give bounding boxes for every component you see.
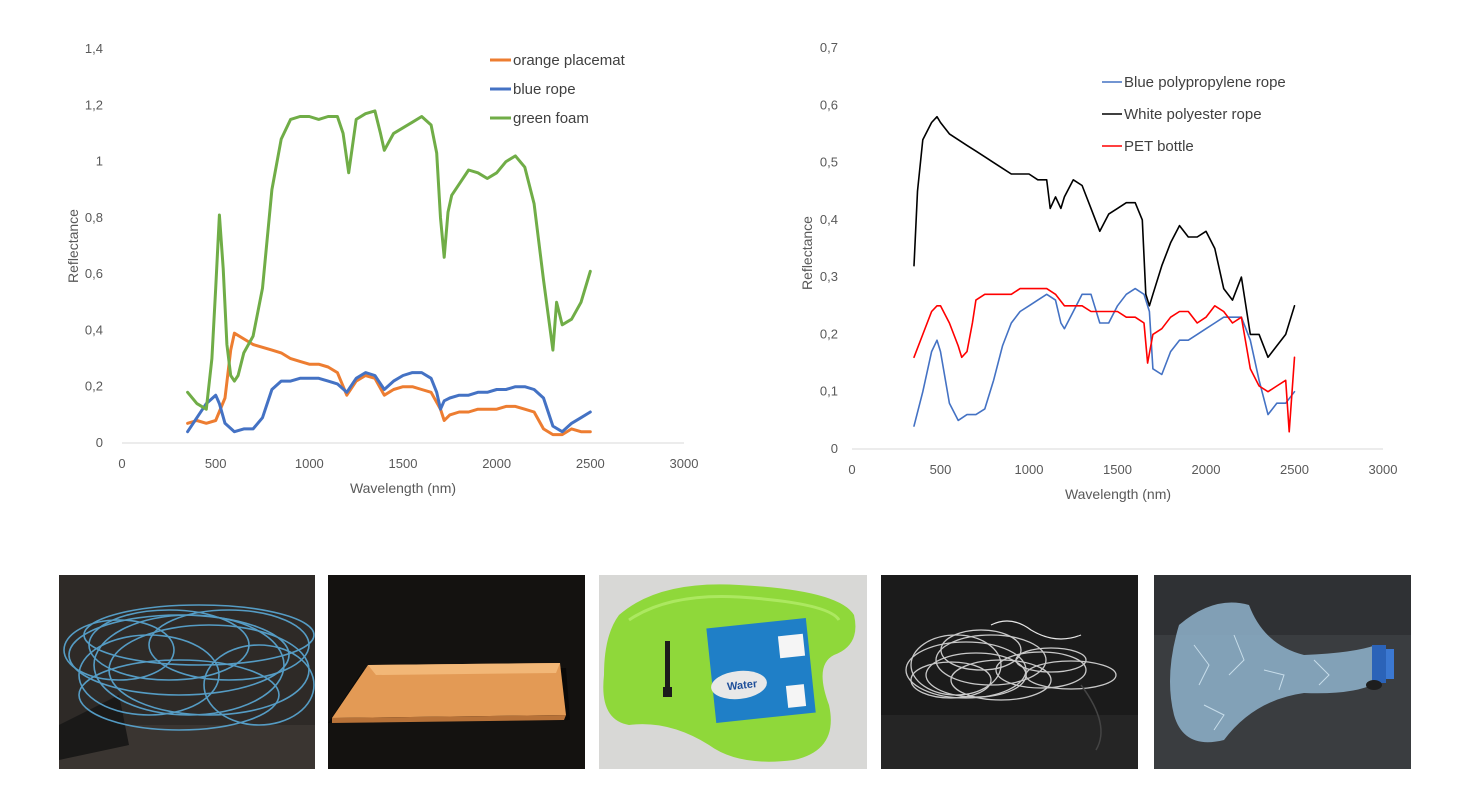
legend-label: Blue polypropylene rope <box>1124 74 1286 91</box>
orange-placemat-image <box>328 575 585 769</box>
legend-label: orange placemat <box>513 52 626 69</box>
y-tick-label: 1 <box>96 154 103 169</box>
y-tick-label: 1,4 <box>85 41 103 56</box>
x-tick-label: 1000 <box>1015 462 1044 477</box>
y-axis-label: Reflectance <box>799 216 815 290</box>
white-rope-image <box>881 575 1138 769</box>
x-tick-labels: 0 500 1000 1500 2000 2500 3000 <box>848 462 1397 477</box>
legend: Blue polypropylene rope White polyester r… <box>1102 74 1286 155</box>
series-lines <box>913 115 1296 433</box>
x-tick-label: 1500 <box>389 456 418 471</box>
legend-label: White polyester rope <box>1124 106 1262 123</box>
series-line-blue-rope <box>186 371 592 434</box>
series-line-green-foam <box>186 109 592 411</box>
y-tick-label: 0,5 <box>820 155 838 170</box>
y-tick-label: 0,6 <box>85 266 103 281</box>
y-tick-label: 1,2 <box>85 97 103 112</box>
x-tick-label: 2000 <box>1192 462 1221 477</box>
y-tick-labels: 0 0,2 0,4 0,6 0,8 1 1,2 1,4 <box>85 41 103 450</box>
y-tick-label: 0,2 <box>85 379 103 394</box>
legend: orange placemat blue rope green foam <box>490 52 626 127</box>
pet-bottle-image <box>1154 575 1411 769</box>
x-tick-label: 500 <box>930 462 952 477</box>
green-foam-image: Water <box>599 575 867 769</box>
series-line-pet-bottle <box>913 287 1296 433</box>
legend-label: blue rope <box>513 81 576 98</box>
legend-item: White polyester rope <box>1102 106 1262 123</box>
photo-blue-rope <box>59 575 315 769</box>
legend-item: PET bottle <box>1102 138 1194 155</box>
chart-reflectance-right: 0 500 1000 1500 2000 2500 3000 0 0,1 0,2 0,3 0,4 0,… <box>799 40 1397 502</box>
x-tick-label: 3000 <box>1369 462 1398 477</box>
x-tick-label: 2500 <box>576 456 605 471</box>
y-tick-label: 0,1 <box>820 384 838 399</box>
series-lines <box>186 109 592 437</box>
photo-green-foam: Water <box>599 575 867 769</box>
y-axis-label: Reflectance <box>65 209 81 283</box>
legend-label: green foam <box>513 110 589 127</box>
x-axis-label: Wavelength (nm) <box>1065 486 1171 502</box>
chart-reflectance-left: 0 500 1000 1500 2000 2500 3000 0 0,2 0,4 0,6 0,8 1 1… <box>65 41 698 496</box>
x-tick-label: 3000 <box>670 456 699 471</box>
x-tick-label: 0 <box>848 462 855 477</box>
y-tick-label: 0,7 <box>820 40 838 55</box>
x-tick-label: 2000 <box>482 456 511 471</box>
y-tick-label: 0,4 <box>85 322 103 337</box>
y-tick-label: 0,2 <box>820 326 838 341</box>
y-tick-label: 0 <box>96 435 103 450</box>
x-tick-labels: 0 500 1000 1500 2000 2500 3000 <box>118 456 698 471</box>
photo-white-rope <box>881 575 1138 769</box>
y-tick-label: 0,4 <box>820 212 838 227</box>
x-tick-label: 1500 <box>1103 462 1132 477</box>
x-tick-label: 2500 <box>1280 462 1309 477</box>
series-line-white-polyester-rope <box>913 115 1296 359</box>
x-tick-label: 500 <box>205 456 227 471</box>
x-tick-label: 1000 <box>295 456 324 471</box>
legend-label: PET bottle <box>1124 138 1194 155</box>
x-axis-label: Wavelength (nm) <box>350 480 456 496</box>
legend-item: green foam <box>490 110 589 127</box>
photo-orange-placemat <box>328 575 585 769</box>
blue-rope-image <box>59 575 315 769</box>
svg-text:Water: Water <box>727 678 759 693</box>
y-tick-labels: 0 0,1 0,2 0,3 0,4 0,5 0,6 0,7 <box>820 40 838 456</box>
y-tick-label: 0,3 <box>820 269 838 284</box>
series-line-blue-polypropylene-rope <box>913 287 1296 427</box>
legend-item: orange placemat <box>490 52 626 69</box>
legend-item: Blue polypropylene rope <box>1102 74 1286 91</box>
y-tick-label: 0,6 <box>820 97 838 112</box>
x-tick-label: 0 <box>118 456 125 471</box>
legend-item: blue rope <box>490 81 576 98</box>
photo-pet-bottle <box>1154 575 1411 769</box>
y-tick-label: 0 <box>831 441 838 456</box>
y-tick-label: 0,8 <box>85 210 103 225</box>
